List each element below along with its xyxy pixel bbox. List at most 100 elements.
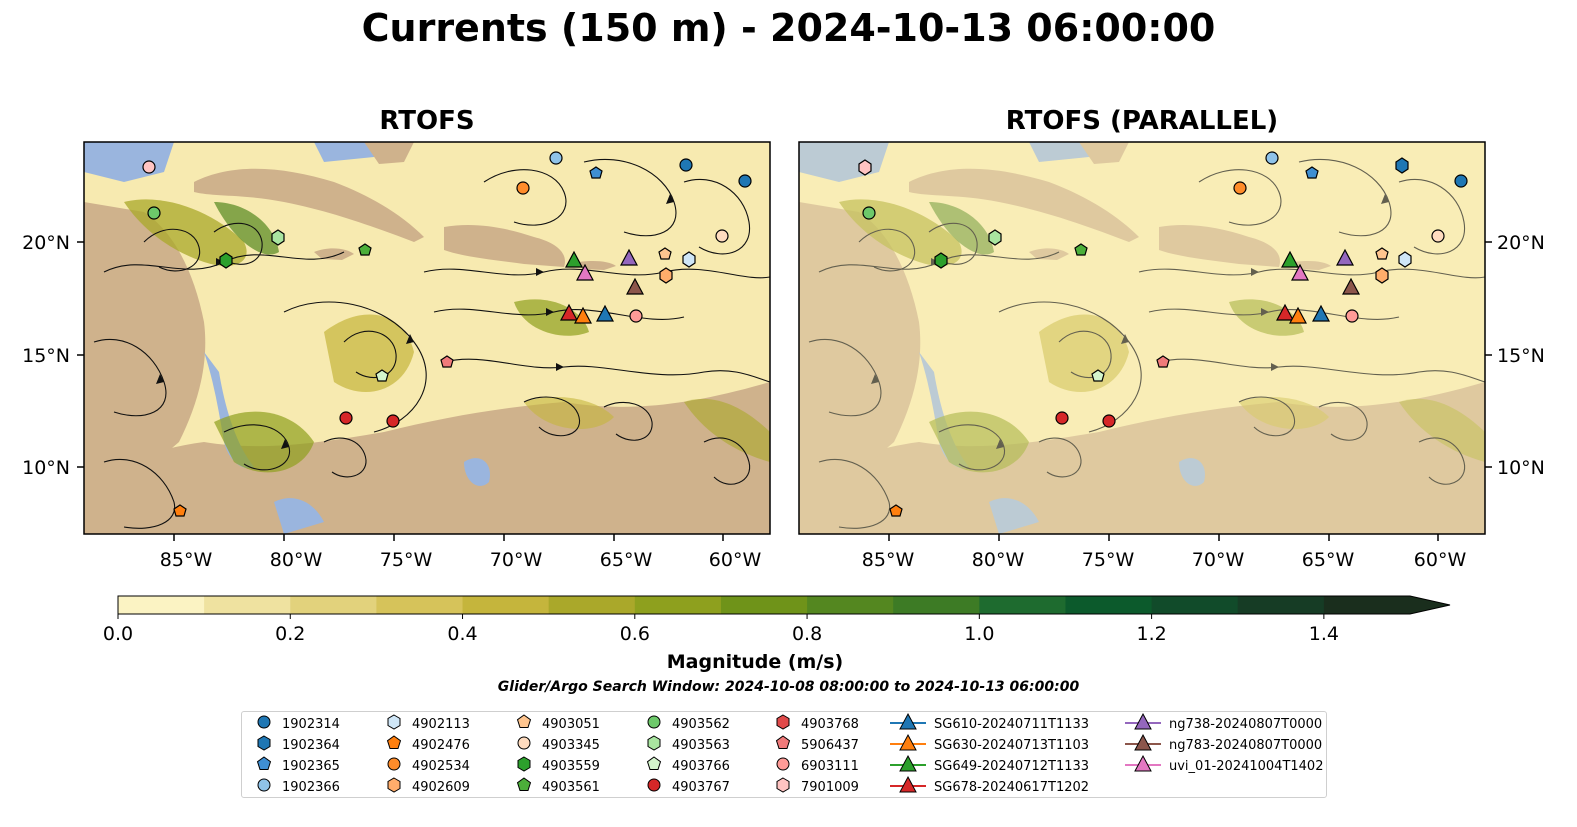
legend-entry: 4903559	[514, 756, 600, 776]
triangle-marker-icon	[1125, 733, 1161, 757]
legend-label: 4902534	[412, 758, 470, 774]
left-map-markers	[142, 151, 752, 517]
hexagon-marker-icon	[384, 775, 404, 799]
circle-marker-icon	[644, 775, 664, 799]
legend-entry: SG649-20240712T1133	[890, 754, 1090, 776]
triangle-marker-icon	[890, 733, 926, 757]
legend-entry: 4903766	[644, 756, 730, 776]
legend-entry: 4903561	[514, 777, 600, 797]
legend-label: SG630-20240713T1103	[934, 737, 1090, 753]
x-tick-label: 65°W	[1302, 549, 1355, 571]
legend-label: 4903766	[672, 758, 730, 774]
legend-entry: SG610-20240711T1133	[890, 712, 1090, 736]
pentagon-marker-icon	[514, 712, 534, 736]
legend-entry: 4902534	[384, 756, 470, 776]
circle-marker-icon	[254, 712, 274, 736]
triangle-marker-icon	[1125, 712, 1161, 736]
legend-label: 4903768	[801, 716, 859, 732]
hexagon-marker-icon	[773, 712, 793, 736]
colorbar-segment	[204, 596, 291, 614]
legend-label: 4902609	[412, 779, 470, 795]
x-tick-label: 60°W	[709, 549, 762, 571]
legend-entry: 1902314	[254, 714, 340, 734]
legend-label: 1902365	[282, 758, 340, 774]
legend-label: 4903051	[542, 716, 600, 732]
x-tick-label: 65°W	[600, 549, 653, 571]
colorbar-segment	[893, 596, 980, 614]
x-tick-label: 80°W	[972, 549, 1025, 571]
colorbar-tick-label: 1.0	[964, 623, 994, 645]
pentagon-marker-icon	[644, 754, 664, 778]
legend-label: 4903345	[542, 737, 600, 753]
colorbar-segment	[290, 596, 377, 614]
legend-label: SG610-20240711T1133	[934, 716, 1090, 732]
hexagon-marker-icon	[644, 733, 664, 757]
y-tick-labels-left: 20°N 15°N 10°N	[22, 232, 70, 479]
colorbar-segment	[1323, 596, 1411, 614]
legend-label: SG678-20240617T1202	[934, 779, 1090, 795]
legend-label: 7901009	[801, 779, 859, 795]
legend-entry: 4903051	[514, 714, 600, 734]
colorbar-tick-label: 1.4	[1309, 623, 1339, 645]
circle-marker-icon	[254, 775, 274, 799]
circle-marker-icon	[514, 733, 534, 757]
legend-label: 4903562	[672, 716, 730, 732]
left-map-title: RTOFS	[379, 106, 475, 136]
colorbar-segment	[462, 596, 550, 614]
pentagon-marker-icon	[254, 754, 274, 778]
axis-ticks	[77, 241, 1492, 541]
colorbar-segment	[1151, 596, 1239, 614]
figure-title: Currents (150 m) - 2024-10-13 06:00:00	[361, 6, 1216, 50]
legend-label: 4903559	[542, 758, 600, 774]
legend-label: 1902366	[282, 779, 340, 795]
legend-entry: uvi_01-20241004T1402	[1125, 754, 1323, 778]
x-tick-label: 60°W	[1414, 549, 1467, 571]
colorbar-segment	[634, 596, 722, 614]
colorbar-segment	[979, 596, 1066, 614]
left-map-panel	[84, 142, 770, 534]
legend-entry: 5906437	[773, 735, 859, 755]
legend-entry: SG630-20240713T1103	[890, 733, 1090, 757]
circle-marker-icon	[384, 754, 404, 778]
colorbar-segments	[118, 596, 1450, 614]
y-tick-labels-right: 20°N 15°N 10°N	[1497, 232, 1545, 479]
y-tick-label: 10°N	[1497, 457, 1545, 479]
legend-entry: 4903562	[644, 714, 730, 734]
y-tick-label: 20°N	[22, 232, 70, 254]
y-tick-label: 20°N	[1497, 232, 1545, 254]
legend-label: 4903563	[672, 737, 730, 753]
right-map-title: RTOFS (PARALLEL)	[1005, 106, 1279, 136]
legend-label: SG649-20240712T1133	[934, 758, 1090, 774]
legend-entry: 4902476	[384, 735, 470, 755]
colorbar-tick-label: 0.0	[103, 623, 133, 645]
x-tick-label: 85°W	[862, 549, 915, 571]
pentagon-marker-icon	[773, 733, 793, 757]
pentagon-marker-icon	[514, 775, 534, 799]
legend-entry: ng783-20240807T0000	[1125, 733, 1323, 757]
colorbar-segment	[548, 596, 636, 614]
legend-entry: ng738-20240807T0000	[1125, 712, 1322, 736]
x-tick-label: 75°W	[380, 549, 433, 571]
colorbar-label: Magnitude (m/s)	[666, 651, 844, 673]
colorbar-tick-label: 0.2	[275, 623, 305, 645]
colorbar: 0.0 0.2 0.4 0.6 0.8 1.0 1.2 1.4	[103, 595, 1451, 645]
x-tick-labels-right: 85°W 80°W 75°W 70°W 65°W 60°W	[862, 549, 1467, 571]
triangle-marker-icon	[1125, 754, 1161, 778]
legend-entry: 4902609	[384, 777, 470, 797]
legend-label: 1902364	[282, 737, 340, 753]
triangle-marker-icon	[890, 712, 926, 736]
legend-label: 1902314	[282, 716, 340, 732]
legend-entry: 4903767	[644, 777, 730, 797]
legend-label: 5906437	[801, 737, 859, 753]
colorbar-segment	[1237, 596, 1325, 614]
right-map-markers	[858, 151, 1468, 517]
colorbar-tick-label: 0.4	[447, 623, 477, 645]
hexagon-marker-icon	[384, 712, 404, 736]
x-tick-label: 75°W	[1082, 549, 1135, 571]
colorbar-tick-label: 0.8	[792, 623, 822, 645]
colorbar-segment	[118, 596, 205, 614]
legend-label: ng783-20240807T0000	[1169, 737, 1323, 753]
y-tick-label: 15°N	[1497, 345, 1545, 367]
colorbar-segment	[376, 596, 464, 614]
colorbar-tick-label: 1.2	[1136, 623, 1166, 645]
